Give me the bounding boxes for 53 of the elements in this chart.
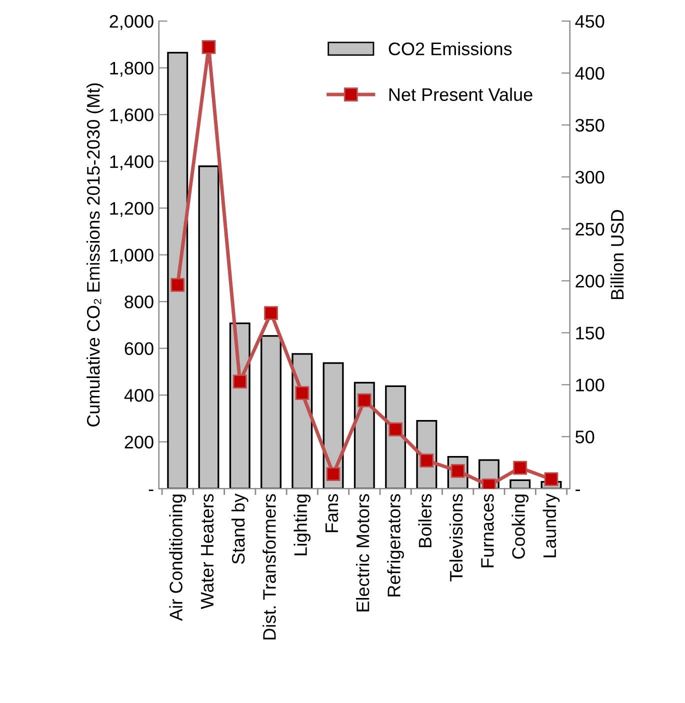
y-tick-label: - (148, 490, 154, 492)
bar (510, 479, 531, 489)
x-tick-label: Televisions (449, 494, 463, 582)
x-tick-label: Dist. Transformers (262, 494, 276, 640)
point (513, 460, 528, 475)
x-tick-label: Water Heaters (200, 494, 214, 610)
x-tick-label: Furnaces (481, 494, 494, 568)
y-tick-label: 1,000 (110, 248, 154, 264)
legend-label: CO2 Emissions (388, 42, 512, 56)
x-tick-label: Lighting (294, 494, 311, 556)
y-tick-label: 400 (124, 389, 154, 402)
y-tick-label: 1,200 (110, 202, 154, 217)
point (357, 393, 372, 408)
x-tick-label: Stand by (231, 493, 248, 564)
y2-tick-label: 450 (575, 15, 604, 28)
y2-tick-label: 50 (576, 430, 594, 444)
y2-tick-label: 400 (575, 66, 604, 80)
bar (260, 335, 282, 489)
x-tick-label: Fans (326, 494, 338, 532)
x-tick-label: Electric Motors (356, 494, 370, 612)
y2-tick-label: - (576, 490, 580, 492)
y-tick-label: 200 (124, 436, 154, 449)
point (420, 454, 434, 468)
bar (167, 52, 188, 489)
x-tick-label: Laundry (542, 493, 560, 558)
y-axis-title: Cumulative CO₂ Emissions 2015-2030 (Mt) (86, 83, 104, 426)
y-tick-label: 1,400 (110, 155, 154, 170)
point (264, 306, 278, 320)
x-tick-label: Boilers (418, 494, 432, 548)
point (544, 472, 558, 486)
x-tick-label: Cooking (512, 494, 529, 559)
point (202, 40, 216, 54)
x-tick-label: Air Conditioning (169, 494, 186, 621)
point (232, 374, 247, 389)
y2-tick-label: 300 (575, 170, 604, 184)
y-tick-label: 800 (124, 296, 154, 308)
legend-label: Net Present Value (389, 88, 532, 101)
x-tick-label: Refrigerators (387, 494, 404, 596)
y-tick-label: 1,600 (110, 108, 154, 124)
y-tick-label: 600 (124, 342, 154, 356)
y2-tick-label: 150 (576, 326, 604, 340)
y2-tick-label: 250 (576, 222, 604, 236)
y2-axis-title: Billion USD (610, 210, 624, 300)
y-tick-label: 1,800 (110, 62, 154, 77)
point (326, 467, 340, 481)
y2-tick-label: 100 (576, 378, 604, 392)
y2-tick-label: 350 (575, 118, 604, 132)
point (170, 278, 185, 292)
y2-tick-label: 200 (576, 274, 604, 288)
bar (198, 165, 220, 489)
point (388, 422, 402, 436)
point (295, 386, 310, 400)
y-tick-label: 2,000 (110, 15, 154, 30)
